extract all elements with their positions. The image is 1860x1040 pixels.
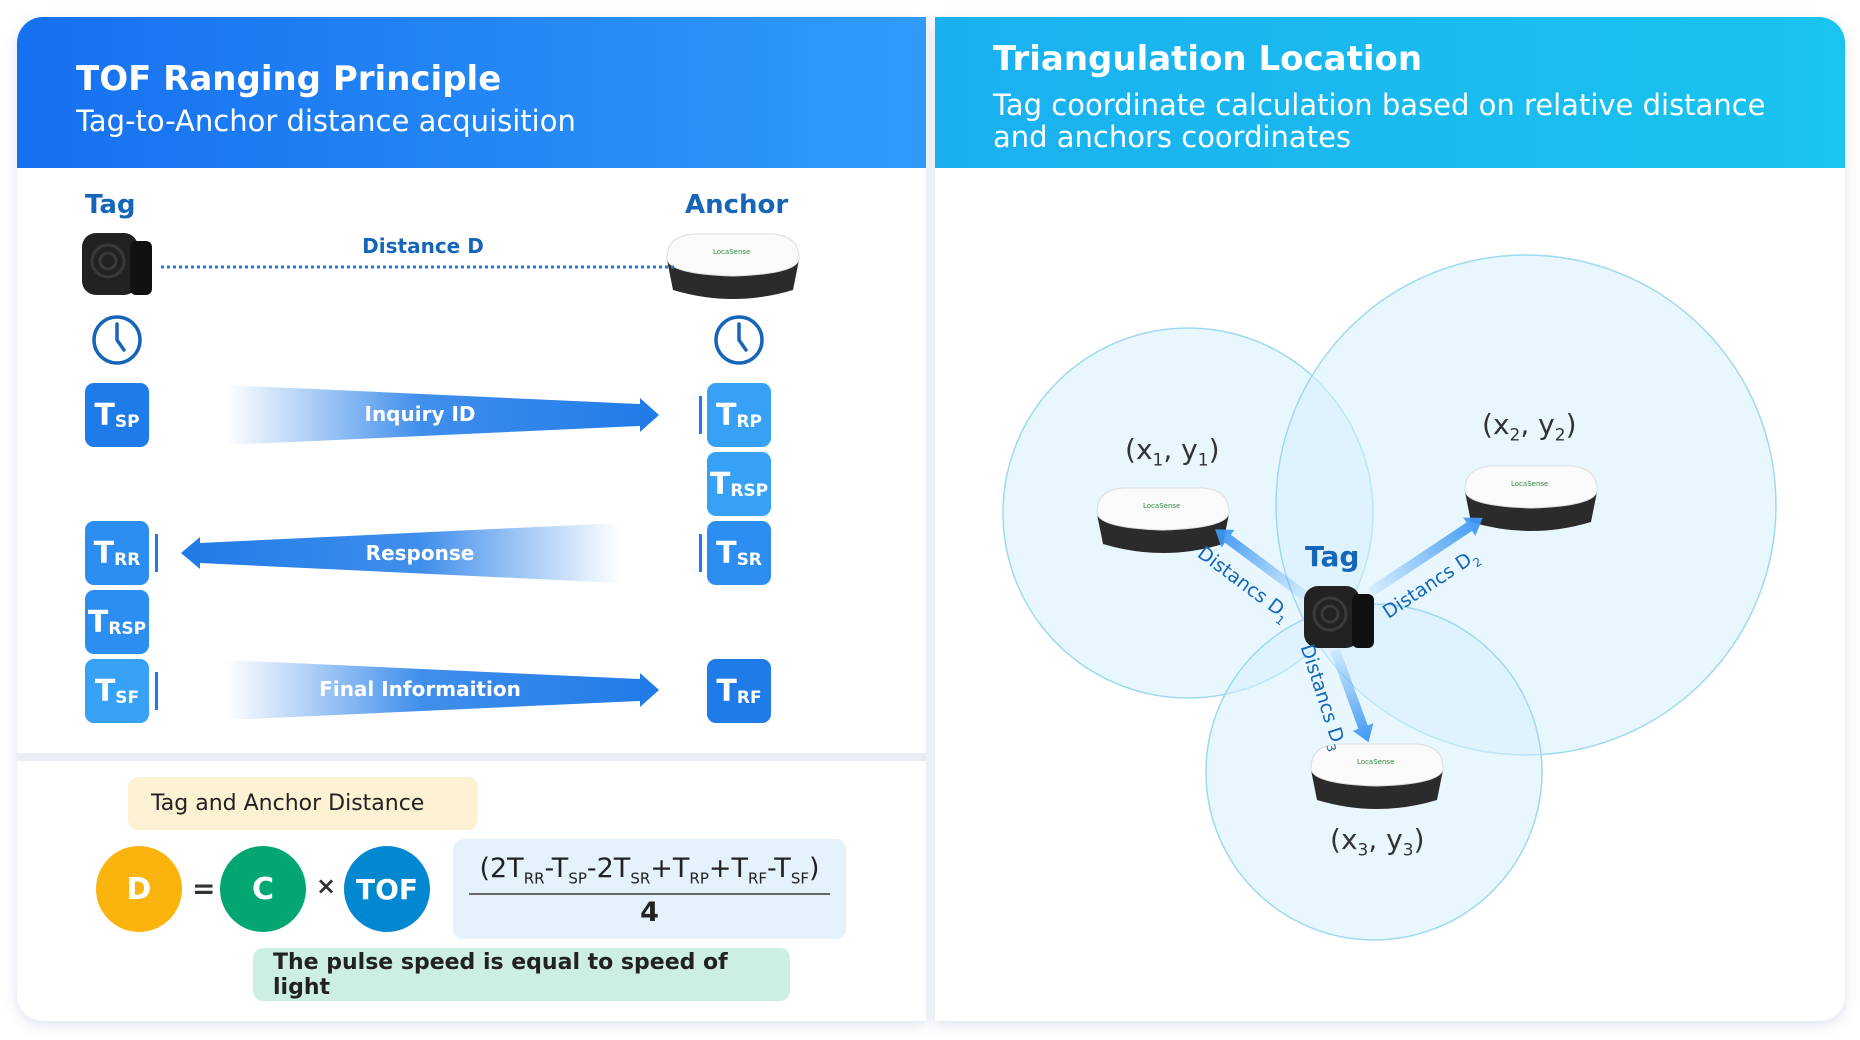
anchor2-coordinate: (x2, y2) [1482, 408, 1577, 446]
anchor-device-image [666, 233, 800, 300]
distance-callout: Tag and Anchor Distance [128, 777, 478, 830]
d-circle: D [96, 846, 182, 932]
anchor-clock-icon [714, 315, 764, 365]
speed-callout: The pulse speed is equal to speed of lig… [253, 948, 790, 1001]
tag-label: Tag [1305, 540, 1360, 573]
fraction-line [469, 893, 830, 895]
times-sign: × [316, 872, 337, 900]
response-arrow [181, 523, 620, 583]
inquiry-label: Inquiry ID [364, 402, 476, 426]
inquiry-arrow [226, 385, 659, 445]
tag-clock-icon [92, 315, 142, 365]
t-rr-box: T RR [85, 521, 149, 585]
timestamp-marker [699, 534, 702, 572]
t-sp-box: T SP [85, 383, 149, 447]
numerator-term: -T [544, 853, 569, 884]
tof-fraction: (2TRR-TSP-2TSR+TRP+TRF-TSF) 4 [453, 839, 846, 939]
numerator-subscript: SR [630, 869, 651, 888]
panel-subtitle-line1: Tag coordinate calculation based on rela… [993, 88, 1766, 122]
final-arrow [226, 660, 659, 720]
equals-sign: = [192, 872, 216, 905]
anchor-label: Anchor [685, 190, 789, 220]
t-sr-box: T SR [707, 521, 771, 585]
numerator-term: -2T [586, 853, 631, 884]
numerator-term: ) [808, 853, 820, 884]
timestamp-marker [699, 396, 702, 434]
section-divider [17, 753, 926, 761]
panel-subtitle-line2: and anchors coordinates [993, 120, 1352, 154]
distance-d1-arrow [1215, 529, 1308, 601]
t-rp-box: T RP [707, 383, 771, 447]
tof-header: TOF Ranging Principle Tag-to-Anchor dist… [17, 17, 926, 168]
distance-d3-arrow [1330, 648, 1374, 743]
fraction-numerator: (2TRR-TSP-2TSR+TRP+TRF-TSF) [453, 853, 846, 887]
t-rsp-tag-box: T RSP [85, 590, 149, 654]
timestamp-marker [155, 672, 158, 710]
triangulation-header: Triangulation Location Tag coordinate ca… [935, 17, 1845, 168]
panel-subtitle: Tag-to-Anchor distance acquisition [76, 104, 576, 138]
tof-circle: TOF [344, 846, 430, 932]
tag-device [1302, 584, 1376, 650]
t-sf-box: T SF [85, 659, 149, 723]
numerator-term: -T [767, 853, 791, 884]
anchor3-coordinate: (x3, y3) [1330, 823, 1425, 861]
anchor2-device [1464, 465, 1598, 532]
timestamp-marker [155, 534, 158, 572]
tag-device-image [80, 231, 154, 297]
numerator-term: +T [650, 853, 690, 884]
numerator-subscript: RF [747, 869, 768, 888]
t-rf-box: T RF [707, 659, 771, 723]
numerator-subscript: RR [523, 869, 545, 888]
t-rsp-anchor-box: T RSP [707, 452, 771, 516]
panel-title: TOF Ranging Principle [76, 59, 502, 99]
final-information-label: Final Informaition [319, 677, 521, 701]
anchor3-device [1310, 743, 1444, 810]
numerator-subscript: SF [790, 869, 809, 888]
anchor1-coordinate: (x1, y1) [1125, 433, 1220, 471]
fraction-denominator: 4 [640, 897, 659, 928]
panel-title: Triangulation Location [993, 39, 1423, 79]
numerator-term: (2T [479, 853, 524, 884]
tag-label: Tag [85, 190, 136, 220]
distance-d2-arrow [1368, 517, 1483, 597]
c-circle: C [220, 846, 306, 932]
numerator-term: +T [708, 853, 748, 884]
response-label: Response [365, 541, 475, 565]
distance-label: Distance D [362, 234, 484, 258]
numerator-subscript: RP [689, 869, 709, 888]
numerator-subscript: SP [568, 869, 587, 888]
